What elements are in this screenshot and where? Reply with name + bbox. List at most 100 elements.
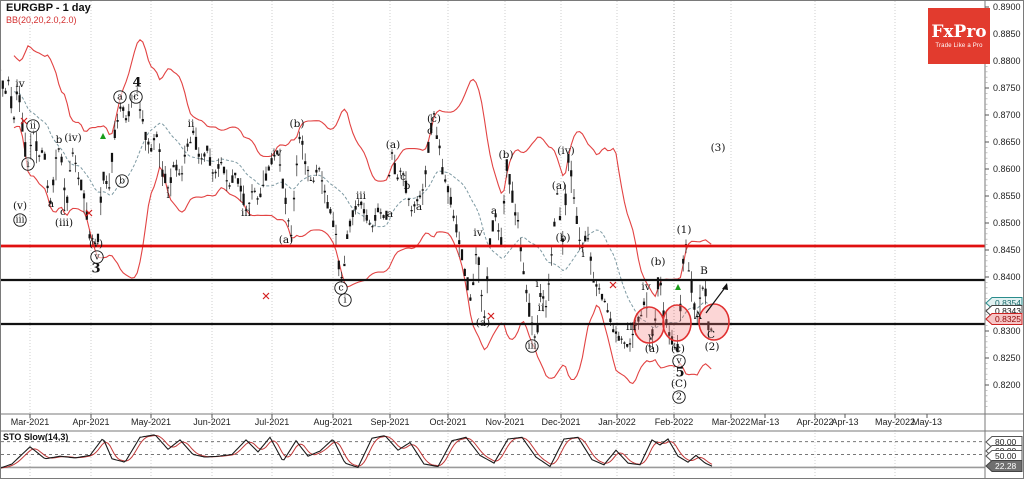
date-axis-label: Mar-2022	[712, 417, 751, 427]
date-axis-label: May-13	[912, 417, 942, 427]
price-axis-label: 0.8650	[993, 137, 1021, 147]
wave-label: ii	[30, 121, 36, 132]
date-axis-label: Jan-2022	[598, 417, 636, 427]
wave-label: v	[675, 356, 682, 367]
wave-label: i	[343, 295, 346, 306]
price-axis-label: 0.8600	[993, 164, 1021, 174]
symbol-title: EURGBP - 1 day	[6, 2, 91, 14]
wave-label: iii	[15, 215, 24, 226]
wave-label: iii	[241, 207, 252, 219]
wave-label-circle	[334, 281, 348, 295]
wave-label: b	[119, 176, 125, 187]
date-axis-label: Aug-2021	[313, 417, 352, 427]
wave-label: (C)	[671, 378, 687, 390]
date-axis-label: Jun-2021	[193, 417, 231, 427]
price-axis-label: 0.8750	[993, 83, 1021, 93]
date-axis-label: Feb-2022	[655, 417, 694, 427]
sto-indicator-label: STO Slow(14,3)	[3, 432, 69, 442]
fxpro-logo: FxPro Trade Like a Pro	[928, 8, 990, 64]
wave-label: (c)	[427, 113, 441, 125]
wave-label-circle	[26, 119, 40, 133]
wave-label: (v)	[89, 238, 103, 250]
wave-label: i	[26, 159, 29, 170]
price-axis-label: 0.8500	[993, 218, 1021, 228]
date-axis-label: Sep-2021	[370, 417, 409, 427]
date-axis-label: Nov-2021	[485, 417, 524, 427]
red-highlight-circle	[662, 304, 692, 342]
bollinger-lower-band	[13, 125, 712, 385]
wave-label: i	[581, 248, 585, 260]
wave-label: b	[56, 134, 63, 146]
wave-label: (b)	[499, 149, 514, 161]
wave-label: (v)	[13, 200, 27, 212]
price-axis-label: 0.8450	[993, 245, 1021, 255]
wave-label: iv	[641, 281, 650, 293]
date-axis-label: Oct-2021	[429, 417, 466, 427]
fxpro-logo-tagline: Trade Like a Pro	[935, 43, 983, 49]
wave-label: 5	[675, 366, 684, 381]
price-tag-text: 50.00	[995, 451, 1017, 461]
date-axis-label: May-2021	[131, 417, 171, 427]
red-highlight-circle	[633, 306, 665, 344]
price-tag	[985, 313, 1023, 325]
wave-label: C	[707, 329, 715, 341]
wave-label: c	[338, 283, 343, 294]
wave-label: (b)	[556, 232, 571, 244]
wave-label: (b)	[651, 256, 666, 268]
wave-label-circle	[13, 213, 27, 227]
wave-label: (c)	[671, 343, 685, 355]
wave-label: (2)	[705, 341, 720, 353]
wave-label: 3	[91, 262, 100, 277]
wave-label: a	[416, 201, 422, 213]
wave-label: iv	[272, 147, 281, 159]
candle-bodies	[1, 69, 713, 353]
wave-label: (a)	[552, 180, 566, 192]
wave-label: (iv)	[64, 132, 81, 144]
wave-label-circle	[90, 250, 104, 264]
wave-label-circle	[129, 90, 143, 104]
wave-label: a	[117, 92, 123, 103]
horizontal-level-lines[interactable]	[1, 244, 985, 326]
wave-label: b	[404, 180, 411, 192]
bollinger-upper-band	[13, 39, 712, 298]
wave-label: a	[491, 205, 497, 217]
wave-label: c	[60, 206, 66, 218]
wave-label: (a)	[279, 234, 293, 246]
price-axis-label: 0.8250	[993, 353, 1021, 363]
red-x-marker	[262, 292, 270, 300]
wave-label: iii	[527, 341, 536, 352]
wave-label: (b)	[290, 118, 305, 130]
wave-label-circle	[113, 90, 127, 104]
price-axis-label: 0.8900	[993, 2, 1021, 12]
wave-label-circle	[115, 174, 129, 188]
wave-label: c	[133, 92, 138, 103]
red-x-marker	[487, 312, 495, 320]
stochastic-pane	[1, 434, 985, 469]
wave-label: 2	[676, 392, 682, 403]
wave-label: (a)	[476, 317, 490, 329]
wave-label: (1)	[677, 224, 692, 236]
wave-label: ii	[538, 302, 545, 314]
price-axis-label: 0.8200	[993, 380, 1021, 390]
date-axis-label: Dec-2021	[541, 417, 580, 427]
wave-label: (iv)	[557, 145, 574, 157]
wave-label: i	[535, 278, 539, 290]
bollinger-midline	[13, 91, 712, 329]
red-x-marker	[609, 281, 617, 289]
bb-indicator-label: BB(20,20,2.0,2.0)	[6, 15, 77, 25]
price-tag-text: 0.8343	[995, 306, 1021, 316]
wave-label: iii	[356, 190, 367, 202]
date-axis-label: Apr-2022	[796, 417, 833, 427]
price-tag	[985, 450, 1023, 462]
green-arrow-marker	[100, 133, 106, 139]
price-axis-label: 0.8800	[993, 56, 1021, 66]
price-tag-text: 0.8354	[995, 298, 1021, 308]
projection-arrow-head	[722, 283, 728, 290]
wave-label: (a)	[386, 139, 400, 151]
wave-label: c	[427, 125, 433, 137]
date-axis-label: Mar-13	[751, 417, 780, 427]
